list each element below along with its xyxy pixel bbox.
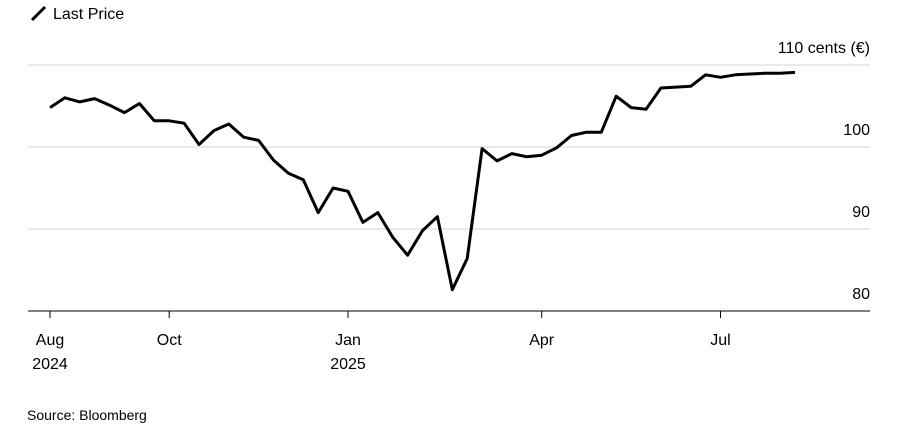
x-tick-label: Oct	[157, 332, 182, 349]
x-tick-year: 2025	[330, 356, 366, 373]
x-tick-label: Apr	[529, 332, 555, 349]
x-tick-label: Jan	[335, 332, 361, 349]
x-tick-label: Aug	[36, 332, 64, 349]
y-tick-label: 100	[843, 122, 870, 139]
x-tick-year: 2024	[32, 356, 68, 373]
legend-icon	[30, 5, 47, 22]
y-tick-label: 80	[852, 286, 870, 303]
y-tick-label: 110 cents (€)	[778, 40, 870, 57]
chart-title: Last Price	[53, 6, 124, 23]
price-line	[49, 70, 796, 292]
x-tick-label: Jul	[710, 332, 730, 349]
source: Source: Bloomberg	[27, 407, 147, 423]
y-tick-label: 90	[852, 204, 870, 221]
